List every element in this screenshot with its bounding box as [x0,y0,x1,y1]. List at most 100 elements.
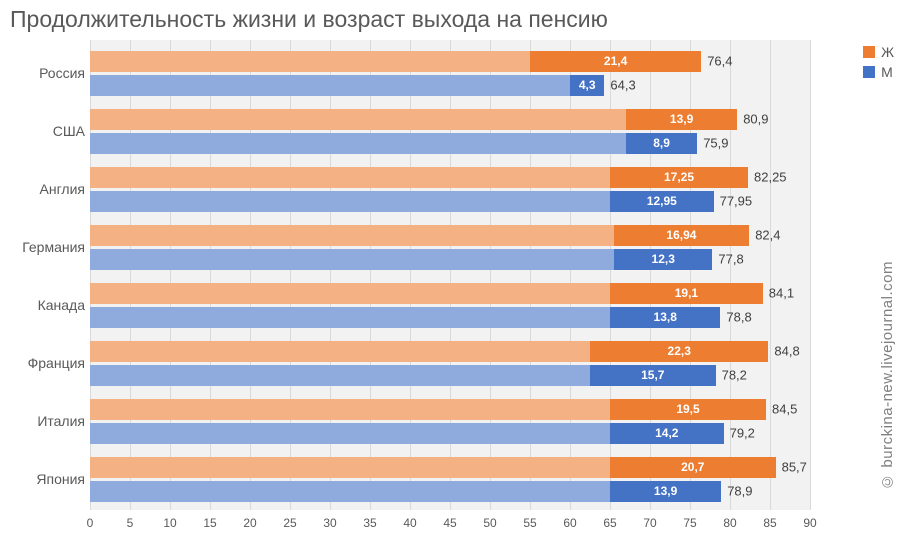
category-row: Франция22,384,815,778,2 [90,334,810,392]
bar-segment-top: 19,1 [610,283,763,304]
bar-segment-top: 21,4 [530,51,701,72]
x-tick-label: 65 [603,516,616,530]
bar-m: 8,9 [90,133,697,154]
bar-total-label: 78,8 [726,310,751,325]
bar-segment-base [90,75,570,96]
x-tick-label: 0 [87,516,94,530]
bar-segment-base [90,365,590,386]
category-label: Россия [5,65,85,81]
bar-f: 19,5 [90,399,766,420]
bar-m: 12,95 [90,191,714,212]
category-row: Япония20,785,713,978,9 [90,450,810,508]
bar-segment-top: 4,3 [570,75,604,96]
bar-segment-base [90,225,614,246]
bar-segment-base [90,283,610,304]
category-label: Япония [5,471,85,487]
chart-title: Продолжительность жизни и возраст выхода… [0,0,900,35]
bar-segment-value: 12,3 [614,252,712,266]
bar-total-label: 77,8 [718,252,743,267]
x-tick-label: 30 [323,516,336,530]
bar-segment-value: 21,4 [530,54,701,68]
x-tick-label: 60 [563,516,576,530]
category-label: Италия [5,413,85,429]
bar-segment-value: 12,95 [610,194,714,208]
bar-segment-top: 19,5 [610,399,766,420]
bar-f: 17,25 [90,167,748,188]
bar-f: 19,1 [90,283,763,304]
x-tick-label: 25 [283,516,296,530]
x-tick-label: 55 [523,516,536,530]
bar-total-label: 82,25 [754,170,787,185]
bar-segment-value: 19,5 [610,402,766,416]
x-tick-label: 75 [683,516,696,530]
bar-segment-value: 22,3 [590,344,768,358]
bar-segment-value: 16,94 [614,228,750,242]
x-tick-label: 15 [203,516,216,530]
legend: Ж М [863,44,894,84]
gridline [810,40,811,510]
x-tick-label: 40 [403,516,416,530]
bar-segment-top: 17,25 [610,167,748,188]
bar-total-label: 84,8 [774,344,799,359]
bar-segment-base [90,399,610,420]
x-tick-label: 70 [643,516,656,530]
legend-item-m: М [863,64,894,80]
bar-f: 20,7 [90,457,776,478]
x-tick-label: 35 [363,516,376,530]
legend-label-f: Ж [881,44,894,60]
x-tick-label: 10 [163,516,176,530]
category-label: Англия [5,181,85,197]
x-tick-label: 50 [483,516,496,530]
bar-segment-base [90,133,626,154]
legend-label-m: М [881,64,893,80]
bar-segment-base [90,423,610,444]
bar-total-label: 75,9 [703,136,728,151]
legend-swatch-m [863,66,875,78]
bar-segment-base [90,51,530,72]
bar-total-label: 77,95 [720,194,753,209]
bar-total-label: 84,1 [769,286,794,301]
bar-segment-top: 16,94 [614,225,750,246]
x-tick-label: 80 [723,516,736,530]
bar-segment-top: 15,7 [590,365,716,386]
bar-total-label: 79,2 [730,426,755,441]
bar-segment-top: 12,95 [610,191,714,212]
bar-segment-base [90,307,610,328]
bar-segment-top: 22,3 [590,341,768,362]
bar-segment-value: 13,8 [610,310,720,324]
bar-segment-value: 13,9 [626,112,737,126]
category-label: США [5,123,85,139]
x-tick-label: 20 [243,516,256,530]
category-label: Франция [5,355,85,371]
bar-segment-top: 13,9 [626,109,737,130]
bar-total-label: 85,7 [782,460,807,475]
bar-segment-top: 14,2 [610,423,724,444]
chart-plot-area: 051015202530354045505560657075808590Росс… [90,40,810,510]
bar-total-label: 82,4 [755,228,780,243]
category-row: Италия19,584,514,279,2 [90,392,810,450]
watermark: © burckina-new.livejournal.com [879,261,896,490]
bar-total-label: 76,4 [707,54,732,69]
bar-f: 22,3 [90,341,768,362]
category-row: Англия17,2582,2512,9577,95 [90,160,810,218]
bar-segment-top: 13,8 [610,307,720,328]
bar-segment-value: 4,3 [570,78,604,92]
bar-segment-value: 13,9 [610,484,721,498]
bar-m: 13,8 [90,307,720,328]
category-label: Германия [5,239,85,255]
category-row: Канада19,184,113,878,8 [90,276,810,334]
bar-total-label: 78,9 [727,484,752,499]
category-row: США13,980,98,975,9 [90,102,810,160]
bar-segment-base [90,167,610,188]
bar-total-label: 80,9 [743,112,768,127]
bar-segment-base [90,109,626,130]
bar-f: 16,94 [90,225,749,246]
bar-m: 4,3 [90,75,604,96]
bar-segment-top: 13,9 [610,481,721,502]
bar-segment-value: 17,25 [610,170,748,184]
bar-m: 14,2 [90,423,724,444]
category-label: Канада [5,297,85,313]
bar-total-label: 64,3 [610,78,635,93]
x-tick-label: 5 [127,516,134,530]
bar-m: 12,3 [90,249,712,270]
